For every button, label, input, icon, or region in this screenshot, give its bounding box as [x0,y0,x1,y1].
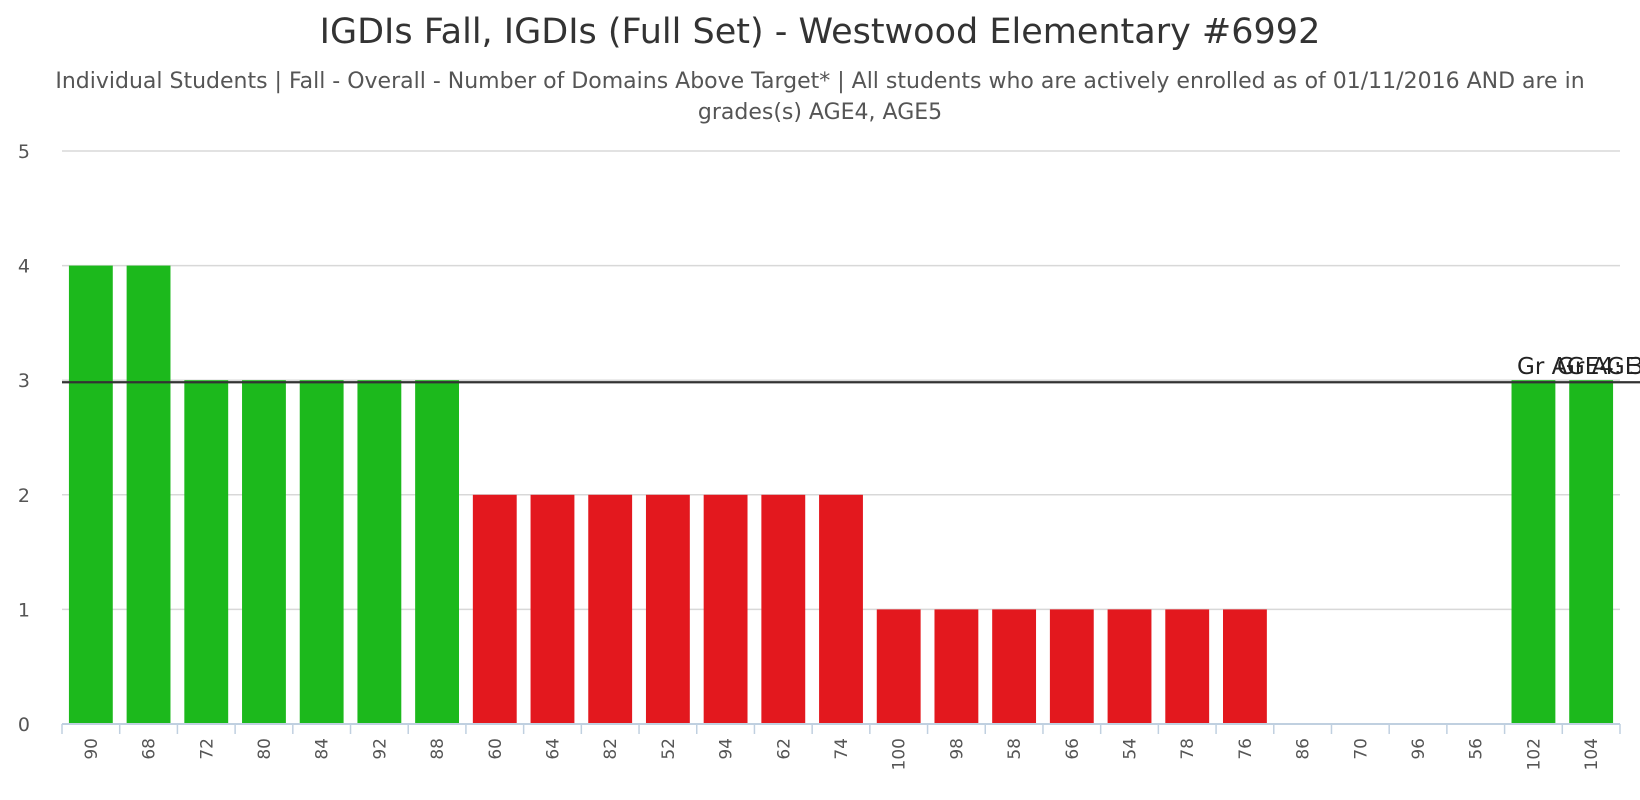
x-tick-label: 98 [947,738,967,760]
x-tick-label: 80 [255,738,275,760]
chart-subtitle-line-1: Individual Students | Fall - Overall - N… [55,69,1585,94]
x-tick-label: 64 [543,738,563,760]
x-tick-label: 88 [428,738,448,760]
bar[interactable] [645,494,690,724]
y-tick-label: 5 [18,141,30,163]
x-tick-label: 58 [1005,738,1025,760]
bar[interactable] [1107,609,1152,724]
bar[interactable] [415,380,460,724]
bar[interactable] [1049,609,1094,724]
bar[interactable] [242,380,286,724]
x-tick-label: 78 [1178,738,1198,760]
bar[interactable] [1569,380,1614,724]
y-tick-label: 0 [18,714,30,736]
x-tick-label: 60 [486,738,506,760]
reference-line-label: Gr AGE4: 3 [1517,354,1640,380]
bar[interactable] [703,494,748,724]
x-tick-label: 66 [1063,738,1083,760]
bar[interactable] [934,609,979,724]
chart-subtitle: Individual Students | Fall - Overall - N… [0,66,1640,128]
bar[interactable] [1222,609,1267,724]
x-tick-label: 90 [82,738,102,760]
bar[interactable] [184,380,229,724]
bars [68,265,1614,724]
y-tick-label: 1 [18,599,30,621]
x-tick-label: 84 [313,738,333,760]
bar[interactable] [1511,380,1556,724]
x-tick-label: 96 [1409,738,1429,760]
x-tick-label: 56 [1467,738,1487,760]
bar[interactable] [530,494,575,724]
bar[interactable] [68,265,113,724]
x-tick-label: 76 [1236,738,1256,760]
bar[interactable] [992,609,1037,724]
x-tick-label: 62 [774,738,794,760]
bar[interactable] [588,494,633,724]
y-tick-label: 4 [18,256,30,278]
x-tick-label: 70 [1351,738,1371,760]
bar[interactable] [299,380,344,724]
x-tick-label: 82 [601,738,621,760]
bar[interactable] [761,494,806,724]
chart-title: IGDIs Fall, IGDIs (Full Set) - Westwood … [319,12,1321,52]
bar[interactable] [126,265,171,724]
x-tick-label: 102 [1524,738,1544,770]
x-tick-label: 104 [1582,738,1602,770]
x-tick-label: 68 [140,738,160,760]
x-tick-label: 92 [370,738,390,760]
x-tick-label: 52 [659,738,679,760]
x-axis: 90 68 72 80 84 92 88 60 64 82 52 94 62 74 100 98 58 66 54 7… [61,723,1621,770]
y-tick-label: 2 [18,485,30,507]
reference-line-label: Gr AGE5: 3 [1557,354,1640,380]
x-tick-label: 100 [890,738,910,770]
x-tick-label: 86 [1294,738,1314,760]
chart-subtitle-line-2: grades(s) AGE4, AGE5 [697,100,943,125]
reference-lines: Gr AGE4: 3Gr AGE5: 3 [62,354,1640,384]
x-tick-label: 72 [197,738,217,760]
bar[interactable] [472,494,517,724]
x-tick-label: 74 [832,738,852,760]
bar[interactable] [876,609,921,724]
x-tick-label: 54 [1121,738,1141,760]
y-axis-ticks: 0 1 2 3 4 5 [18,141,30,736]
y-tick-label: 3 [18,370,30,392]
x-tick-label: 94 [717,738,737,760]
bar[interactable] [1165,609,1210,724]
bar[interactable] [357,380,402,724]
bar[interactable] [819,494,863,724]
